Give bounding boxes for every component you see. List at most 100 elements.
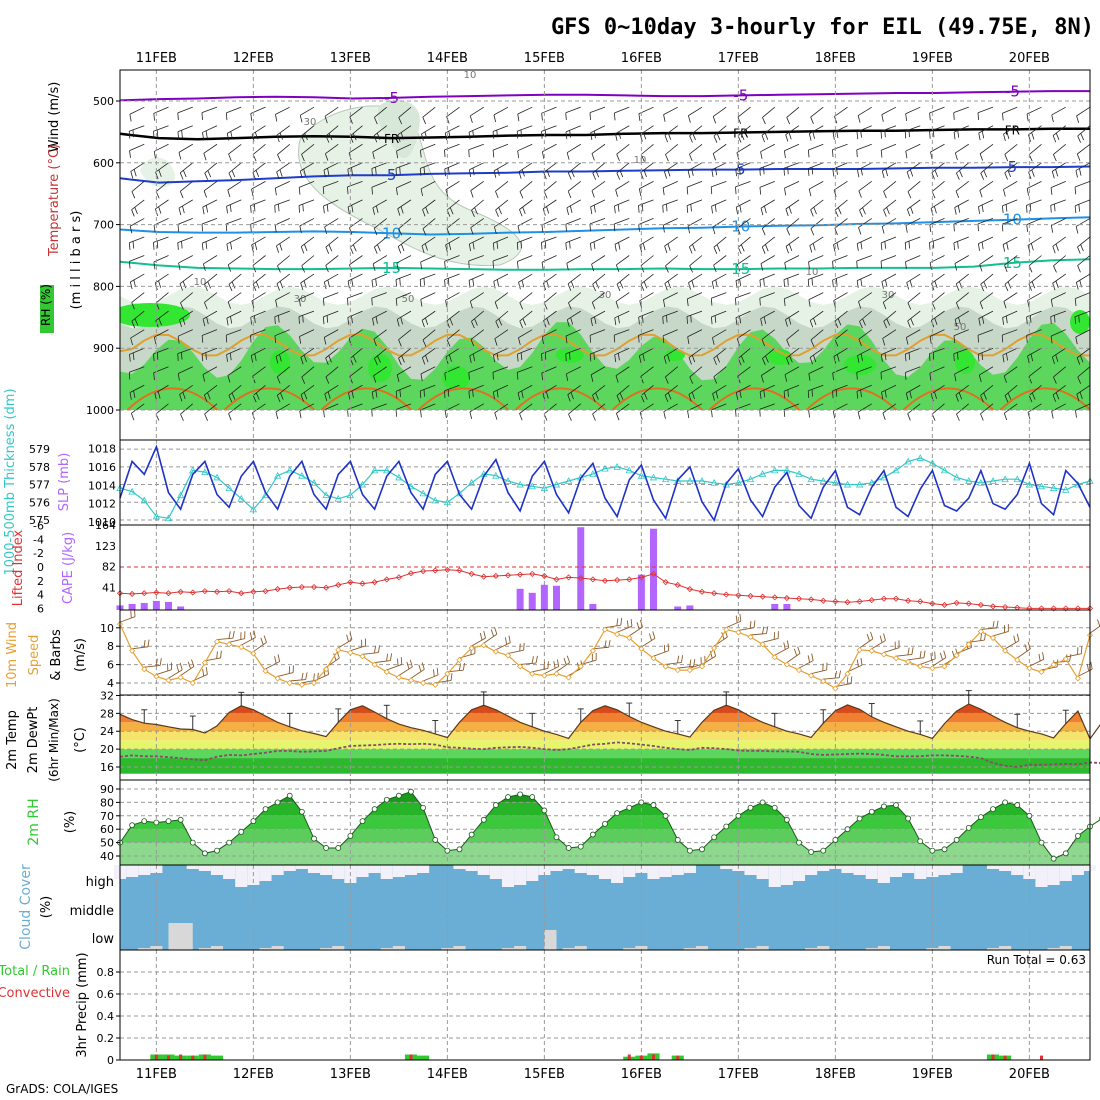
- low-cloud-bar: [999, 946, 1012, 950]
- thickness-point: [407, 482, 415, 490]
- wind-barb: [905, 255, 921, 263]
- wind-barb-flag: [908, 129, 910, 138]
- wind-barb: [566, 366, 581, 375]
- wind-barb-flag: [274, 656, 277, 664]
- wind-barb-flag: [983, 392, 987, 400]
- wind-barb-flag: [1051, 411, 1054, 419]
- thickness-point: [189, 466, 197, 474]
- precip-convective-bar: [639, 1055, 643, 1060]
- y-tick-label: 0.8: [97, 966, 115, 979]
- rh-point: [238, 828, 245, 835]
- wind-barb: [470, 181, 484, 191]
- lifted-index-point: [905, 597, 912, 604]
- wind-barb-flag: [981, 352, 984, 361]
- wind-barb-flag: [468, 391, 470, 399]
- wind-barb-flag: [1051, 171, 1055, 179]
- wind-barb: [371, 162, 387, 169]
- wind-barb-flag: [616, 395, 621, 403]
- wind-barb: [129, 384, 145, 393]
- wind-barb: [1028, 366, 1042, 377]
- wind-barb-flag: [1005, 204, 1008, 212]
- wind-barb-flag: [1053, 265, 1057, 273]
- rh-point: [589, 831, 596, 838]
- wind-barb: [325, 125, 339, 137]
- high-cloud-bar: [817, 865, 830, 871]
- wind-barb: [810, 329, 824, 341]
- ylabel-thickness: 1000-500mb Thickness (dm): [3, 388, 18, 575]
- wind-barb: [398, 218, 412, 229]
- wind-barb: [565, 125, 581, 133]
- wind-barb: [177, 347, 193, 355]
- wind-barb: [857, 273, 872, 282]
- wind-speed-point: [892, 655, 900, 662]
- wind-barb: [155, 199, 169, 210]
- wind-barb-flag: [787, 389, 789, 397]
- date-label: 12FEB: [233, 1067, 274, 1082]
- wind-barb-flag: [1026, 316, 1028, 325]
- thickness-point: [940, 466, 949, 474]
- wind-barb: [216, 637, 233, 641]
- wind-barb-flag: [468, 169, 472, 178]
- wind-barb: [906, 162, 921, 173]
- wind-barb: [543, 292, 557, 304]
- wind-barb: [760, 310, 775, 320]
- wind-barb: [905, 236, 921, 243]
- wind-barb-flag: [202, 374, 206, 382]
- wind-barb-flag: [760, 375, 764, 383]
- high-cloud-bar: [865, 865, 878, 879]
- date-axis-bottom: 11FEB 12FEB 13FEB 14FEB 15FEB 16FEB 17FEB 18FEB…: [136, 1067, 1050, 1082]
- wind-barb: [155, 403, 169, 415]
- wind-barb: [371, 292, 387, 299]
- rh-point: [141, 818, 148, 825]
- wind-barb-flag: [483, 630, 486, 639]
- wind-barb: [980, 627, 997, 630]
- wind-barb-flag: [448, 167, 450, 175]
- wind-barb-flag: [468, 243, 471, 252]
- wind-barb: [469, 403, 484, 413]
- wind-barb: [882, 329, 897, 339]
- wind-barb-flag: [856, 243, 859, 251]
- wind-barb-flag: [735, 392, 739, 400]
- wind-barb-flag: [522, 318, 527, 326]
- wind-barb-flag: [836, 130, 839, 139]
- wind-barb: [253, 642, 267, 652]
- wind-barb: [469, 162, 484, 171]
- wind-barb-flag: [716, 355, 721, 363]
- wind-barb: [737, 218, 751, 229]
- wind-barb-flag: [226, 133, 230, 141]
- ylabel-slp: SLP (mb): [57, 453, 72, 512]
- wind-barb-flag: [203, 153, 207, 161]
- wind-barb-flag: [760, 263, 764, 271]
- wind-barb-flag: [275, 411, 279, 420]
- thickness-point: [589, 470, 597, 477]
- wind-barb: [154, 273, 169, 284]
- high-cloud-bar: [744, 865, 757, 875]
- wind-barb-flag: [207, 170, 212, 178]
- wind-barb-flag: [108, 321, 111, 328]
- wind-speed-point: [480, 642, 487, 649]
- wind-barb-flag: [1051, 114, 1054, 123]
- wind-barb-flag: [710, 186, 713, 195]
- wind-barb: [229, 638, 245, 643]
- wind-barb-flag: [205, 205, 209, 213]
- wind-barb-flag: [1052, 246, 1056, 254]
- wind-barb: [226, 347, 242, 355]
- wind-speed-point: [529, 670, 536, 677]
- wind-barb-flag: [397, 134, 401, 142]
- wind-barb-flag: [541, 372, 544, 381]
- wind-barb-flag: [260, 637, 264, 645]
- rh-point: [1038, 839, 1045, 846]
- lifted-index-point: [844, 599, 851, 606]
- wind-barb: [177, 125, 193, 133]
- wind-barb-flag: [953, 335, 956, 344]
- wind-barb: [119, 616, 136, 623]
- wind-barb-flag: [1004, 395, 1009, 403]
- wind-barb-flag: [565, 224, 567, 232]
- date-label: 17FEB: [718, 1067, 759, 1082]
- wind-barb-flag: [833, 300, 836, 308]
- ylabel-wind: Wind (m/s): [47, 82, 62, 153]
- upper-air-panel: -5-5-5FRFRFR5551010101515153010101030503…: [39, 69, 1091, 441]
- wind-barb: [786, 329, 800, 341]
- wind-barb-flag: [616, 618, 619, 626]
- thickness-line: [119, 457, 1091, 519]
